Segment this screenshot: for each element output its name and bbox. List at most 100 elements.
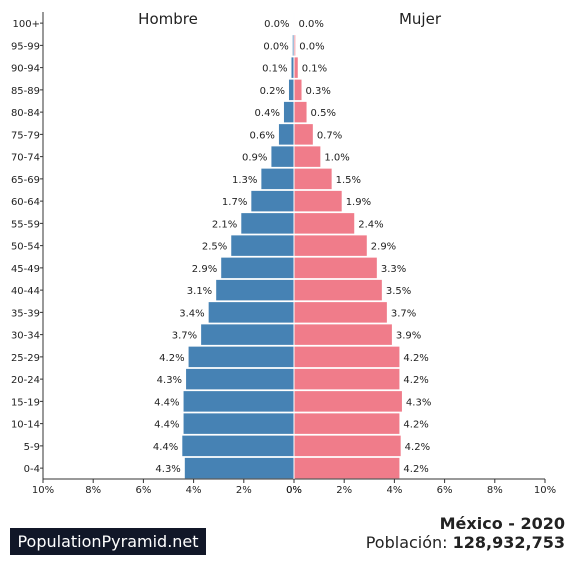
label-mujer-5-9: 4.2% — [405, 442, 430, 453]
x-tick-label-right-3: 6% — [437, 485, 453, 496]
age-label-40-44: 40-44 — [11, 286, 40, 297]
label-mujer-65-69: 1.5% — [336, 175, 361, 186]
label-hombre-65-69: 1.3% — [232, 175, 257, 186]
bar-mujer-35-39 — [294, 302, 387, 323]
x-tick-label-right-0: 0% — [286, 485, 302, 496]
label-hombre-75-79: 0.6% — [250, 130, 275, 141]
x-tick-label-left-5: 0% — [286, 485, 302, 496]
bar-hombre-95-99 — [292, 35, 294, 56]
label-mujer-10-14: 4.2% — [403, 420, 428, 431]
age-label-85-89: 85-89 — [11, 86, 40, 97]
bar-mujer-75-79 — [294, 124, 313, 145]
bar-hombre-5-9 — [182, 435, 294, 457]
label-hombre-15-19: 4.4% — [154, 397, 179, 408]
population-value: 128,932,753 — [452, 533, 565, 552]
bar-hombre-60-64 — [251, 190, 294, 212]
label-hombre-90-94: 0.1% — [262, 64, 287, 75]
label-hombre-25-29: 4.2% — [159, 353, 184, 364]
bar-hombre-45-49 — [221, 257, 294, 279]
x-tick-label-left-2: 6% — [135, 485, 151, 496]
label-mujer-95-99: 0.0% — [299, 41, 324, 52]
bar-mujer-25-29 — [294, 346, 400, 368]
label-hombre-100+: 0.0% — [264, 19, 289, 30]
bar-hombre-90-94 — [291, 57, 294, 78]
bar-hombre-0-4 — [184, 457, 294, 479]
label-mujer-35-39: 3.7% — [391, 308, 416, 319]
age-label-70-74: 70-74 — [11, 153, 40, 164]
x-tick-label-left-1: 8% — [85, 485, 101, 496]
age-label-90-94: 90-94 — [11, 64, 40, 75]
x-tick-label-right-2: 4% — [386, 485, 402, 496]
bar-mujer-90-94 — [294, 57, 298, 78]
bar-hombre-80-84 — [283, 101, 294, 123]
population-line: Población: 128,932,753 — [366, 533, 565, 552]
bar-mujer-85-89 — [294, 79, 302, 101]
age-label-25-29: 25-29 — [11, 353, 40, 364]
age-label-30-34: 30-34 — [11, 331, 40, 342]
bar-hombre-40-44 — [216, 279, 294, 301]
label-hombre-50-54: 2.5% — [202, 242, 227, 253]
label-mujer-55-59: 2.4% — [358, 219, 383, 230]
bar-hombre-85-89 — [288, 79, 294, 101]
bar-hombre-70-74 — [271, 146, 294, 167]
x-tick-label-left-4: 2% — [236, 485, 252, 496]
label-hombre-40-44: 3.1% — [187, 286, 212, 297]
bar-mujer-80-84 — [294, 101, 307, 123]
age-label-100+: 100+ — [13, 19, 40, 30]
label-mujer-60-64: 1.9% — [346, 197, 371, 208]
bar-hombre-75-79 — [278, 124, 294, 145]
brand-badge[interactable]: PopulationPyramid.net — [10, 528, 206, 555]
bar-mujer-15-19 — [294, 391, 402, 412]
population-pyramid-chart: 0.0% 0.0% 100+ 0.0% 0.0% 95-99 0.1% 0.1% 90-94 0.… — [11, 10, 556, 496]
bar-hombre-65-69 — [261, 168, 294, 190]
age-label-15-19: 15-19 — [11, 397, 40, 408]
bar-mujer-50-54 — [294, 235, 367, 256]
bar-mujer-45-49 — [294, 257, 377, 279]
bar-mujer-20-24 — [294, 368, 400, 390]
age-label-75-79: 75-79 — [11, 130, 40, 141]
bar-mujer-5-9 — [294, 435, 401, 457]
label-hombre-10-14: 4.4% — [154, 420, 179, 431]
age-label-10-14: 10-14 — [11, 420, 40, 431]
label-mujer-70-74: 1.0% — [324, 153, 349, 164]
age-label-60-64: 60-64 — [11, 197, 40, 208]
bar-hombre-35-39 — [208, 302, 294, 323]
bar-hombre-25-29 — [188, 346, 294, 368]
label-mujer-85-89: 0.3% — [306, 86, 331, 97]
bar-hombre-10-14 — [183, 413, 294, 434]
label-mujer-75-79: 0.7% — [317, 130, 342, 141]
age-label-35-39: 35-39 — [11, 308, 40, 319]
label-hombre-70-74: 0.9% — [242, 153, 267, 164]
x-tick-label-right-1: 2% — [336, 485, 352, 496]
label-mujer-100+: 0.0% — [299, 19, 324, 30]
label-hombre-5-9: 4.4% — [153, 442, 178, 453]
bar-mujer-70-74 — [294, 146, 321, 167]
age-label-5-9: 5-9 — [24, 442, 40, 453]
label-hombre-60-64: 1.7% — [222, 197, 247, 208]
label-mujer-25-29: 4.2% — [403, 353, 428, 364]
age-label-95-99: 95-99 — [11, 41, 40, 52]
label-mujer-40-44: 3.5% — [386, 286, 411, 297]
label-hombre-35-39: 3.4% — [179, 308, 204, 319]
bar-mujer-40-44 — [294, 279, 382, 301]
age-label-55-59: 55-59 — [11, 219, 40, 230]
label-mujer-15-19: 4.3% — [406, 397, 431, 408]
bar-mujer-55-59 — [294, 213, 355, 234]
bar-hombre-20-24 — [186, 368, 294, 390]
age-label-0-4: 0-4 — [24, 464, 40, 475]
x-tick-label-left-3: 4% — [186, 485, 202, 496]
population-label: Población: — [365, 533, 453, 552]
label-mujer-80-84: 0.5% — [311, 108, 336, 119]
label-hombre-20-24: 4.3% — [157, 375, 182, 386]
label-hombre-55-59: 2.1% — [212, 219, 237, 230]
x-tick-label-right-4: 8% — [487, 485, 503, 496]
label-hombre-85-89: 0.2% — [260, 86, 285, 97]
bar-mujer-0-4 — [294, 457, 400, 479]
label-hombre-95-99: 0.0% — [263, 41, 288, 52]
label-hombre-45-49: 2.9% — [192, 264, 217, 275]
bar-hombre-15-19 — [183, 391, 294, 412]
label-mujer-30-34: 3.9% — [396, 331, 421, 342]
age-label-45-49: 45-49 — [11, 264, 40, 275]
age-label-20-24: 20-24 — [11, 375, 40, 386]
age-label-80-84: 80-84 — [11, 108, 40, 119]
